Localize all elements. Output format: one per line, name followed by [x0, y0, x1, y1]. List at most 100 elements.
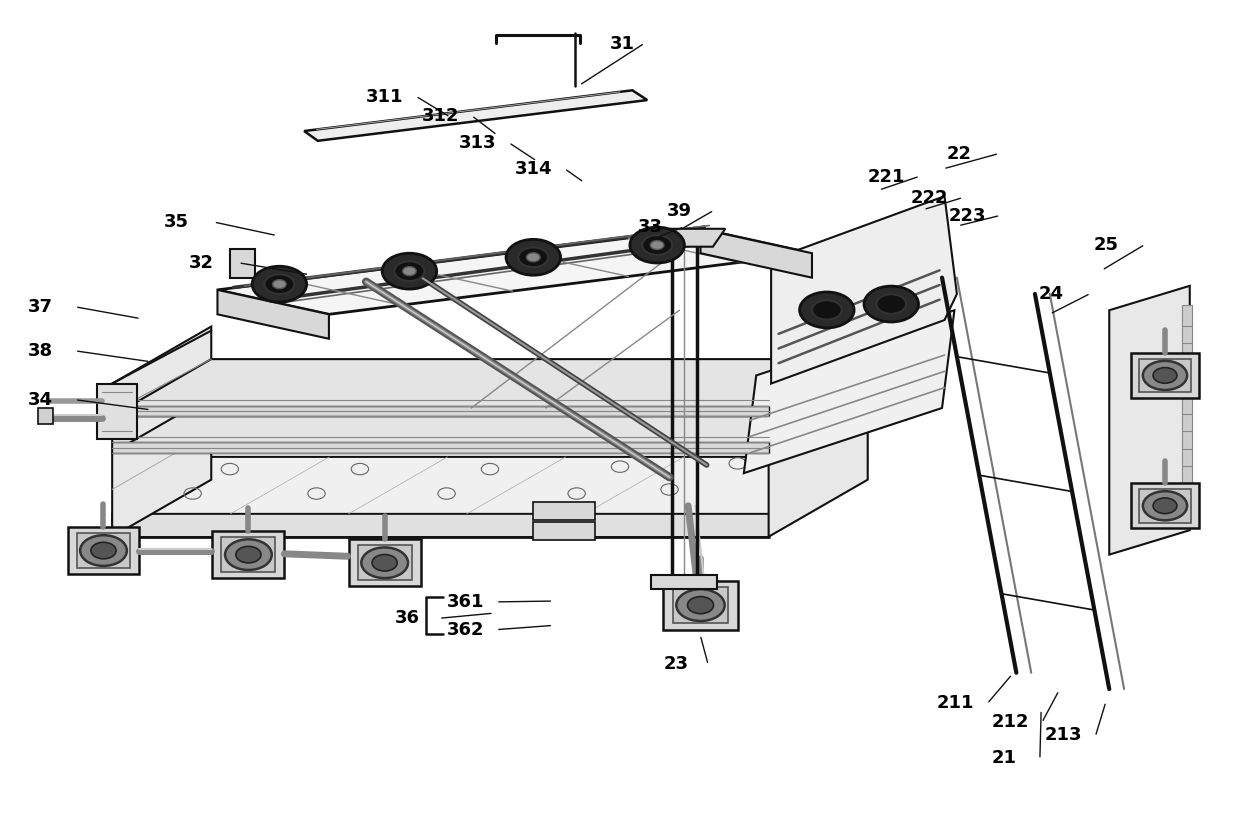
- Text: 314: 314: [515, 160, 552, 179]
- Polygon shape: [1110, 286, 1189, 555]
- Polygon shape: [304, 91, 647, 141]
- Circle shape: [1153, 498, 1177, 513]
- Circle shape: [236, 547, 260, 563]
- Polygon shape: [112, 396, 868, 453]
- Circle shape: [676, 589, 724, 621]
- Polygon shape: [38, 408, 53, 424]
- Polygon shape: [112, 514, 769, 537]
- Circle shape: [650, 241, 663, 250]
- Circle shape: [630, 227, 684, 263]
- Polygon shape: [348, 539, 420, 587]
- Circle shape: [372, 555, 397, 571]
- Polygon shape: [212, 531, 284, 579]
- Text: 311: 311: [366, 88, 403, 106]
- Circle shape: [1143, 491, 1187, 521]
- Polygon shape: [222, 537, 275, 572]
- Text: 35: 35: [164, 213, 190, 231]
- Polygon shape: [1182, 481, 1192, 502]
- Polygon shape: [112, 326, 211, 537]
- Polygon shape: [97, 384, 136, 439]
- Polygon shape: [67, 527, 139, 574]
- Polygon shape: [357, 545, 412, 580]
- Polygon shape: [672, 587, 728, 623]
- Text: 24: 24: [1039, 285, 1064, 303]
- Polygon shape: [1131, 483, 1199, 528]
- Polygon shape: [1182, 446, 1192, 467]
- Circle shape: [864, 286, 919, 322]
- Text: 21: 21: [992, 749, 1017, 767]
- Text: 31: 31: [610, 35, 635, 53]
- Text: 222: 222: [911, 188, 949, 206]
- Polygon shape: [1140, 358, 1190, 392]
- Circle shape: [91, 543, 117, 559]
- Polygon shape: [112, 406, 769, 416]
- Circle shape: [687, 596, 713, 614]
- Polygon shape: [1182, 393, 1192, 414]
- Text: 25: 25: [1094, 236, 1118, 254]
- Text: 312: 312: [422, 108, 459, 126]
- Text: 33: 33: [637, 218, 662, 236]
- Circle shape: [264, 274, 294, 294]
- Polygon shape: [229, 249, 254, 277]
- Circle shape: [800, 292, 854, 328]
- Polygon shape: [1182, 410, 1192, 431]
- Circle shape: [273, 280, 286, 289]
- Circle shape: [252, 266, 306, 302]
- Text: 313: 313: [459, 135, 496, 153]
- Circle shape: [518, 247, 548, 267]
- Polygon shape: [77, 533, 130, 568]
- Text: 32: 32: [188, 254, 215, 272]
- Polygon shape: [744, 310, 955, 473]
- Polygon shape: [1182, 323, 1192, 344]
- Polygon shape: [1182, 305, 1192, 326]
- Circle shape: [403, 267, 417, 276]
- Text: 361: 361: [446, 593, 484, 611]
- Polygon shape: [533, 502, 595, 521]
- Circle shape: [1153, 367, 1177, 384]
- Circle shape: [506, 239, 560, 275]
- Polygon shape: [217, 290, 329, 339]
- Polygon shape: [657, 228, 725, 246]
- Text: 221: 221: [868, 167, 905, 186]
- Polygon shape: [701, 228, 812, 277]
- Text: 223: 223: [949, 206, 986, 224]
- Text: 34: 34: [29, 391, 53, 409]
- Polygon shape: [1182, 340, 1192, 361]
- Circle shape: [382, 253, 436, 289]
- Polygon shape: [1182, 428, 1192, 449]
- Polygon shape: [651, 575, 717, 589]
- Text: 213: 213: [1045, 726, 1083, 744]
- Polygon shape: [769, 326, 868, 537]
- Circle shape: [642, 235, 672, 255]
- Polygon shape: [771, 196, 957, 384]
- Circle shape: [1143, 361, 1187, 390]
- Text: 23: 23: [663, 654, 688, 672]
- Circle shape: [361, 548, 408, 578]
- Polygon shape: [112, 442, 769, 453]
- Text: 39: 39: [667, 202, 692, 220]
- Polygon shape: [1182, 358, 1192, 379]
- Text: 22: 22: [947, 145, 972, 163]
- Polygon shape: [1182, 463, 1192, 484]
- Polygon shape: [1182, 499, 1192, 519]
- Text: 37: 37: [29, 298, 53, 316]
- Polygon shape: [533, 522, 595, 540]
- Circle shape: [812, 300, 842, 320]
- Circle shape: [81, 535, 126, 566]
- Polygon shape: [1140, 489, 1190, 522]
- Polygon shape: [217, 228, 812, 314]
- Text: 212: 212: [992, 712, 1029, 730]
- Polygon shape: [1182, 375, 1192, 396]
- Text: 211: 211: [937, 694, 975, 712]
- Text: 38: 38: [29, 342, 53, 360]
- Circle shape: [527, 253, 541, 262]
- Circle shape: [226, 539, 272, 570]
- Polygon shape: [112, 359, 868, 416]
- Polygon shape: [663, 581, 738, 630]
- Text: 36: 36: [394, 610, 419, 628]
- Text: 362: 362: [446, 621, 484, 639]
- Polygon shape: [1131, 353, 1199, 398]
- Polygon shape: [112, 457, 868, 514]
- Circle shape: [394, 261, 424, 281]
- Circle shape: [877, 295, 906, 314]
